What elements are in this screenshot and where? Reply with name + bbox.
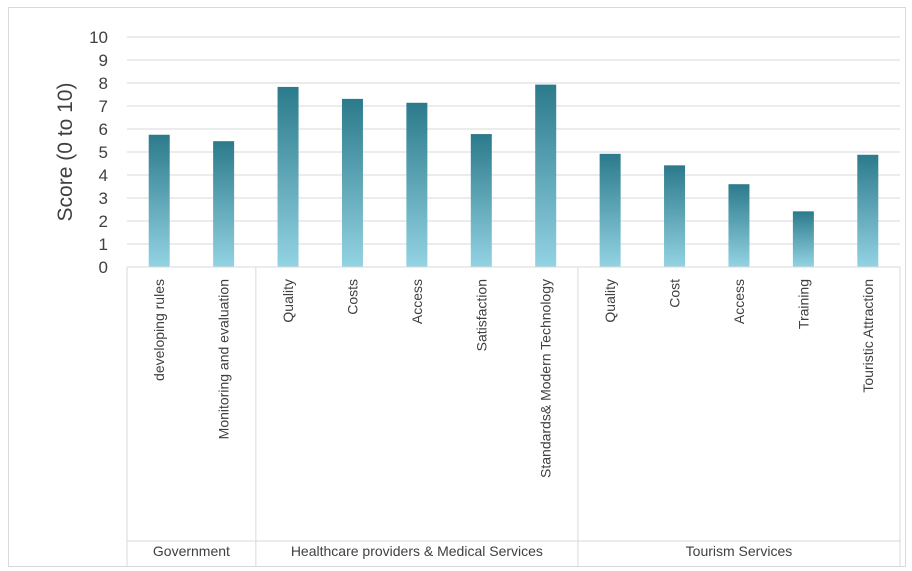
y-axis-title: Score (0 to 10) — [54, 83, 77, 222]
bar — [148, 134, 170, 267]
y-tick-label: 3 — [99, 189, 108, 208]
bar — [599, 153, 621, 267]
y-tick-labels: 0 1 2 3 4 5 6 7 8 9 10 — [89, 28, 108, 277]
bar — [213, 141, 235, 267]
bar — [857, 154, 879, 267]
category-label: Training — [795, 279, 811, 329]
bar — [728, 184, 750, 267]
y-tick-label: 4 — [99, 166, 108, 185]
bars — [148, 84, 879, 268]
y-tick-label: 10 — [89, 28, 108, 47]
category-label: Costs — [344, 279, 360, 315]
category-label: developing rules — [151, 279, 167, 381]
y-tick-label: 0 — [99, 258, 108, 277]
bar — [277, 86, 299, 267]
y-tick-label: 5 — [99, 143, 108, 162]
chart-frame — [8, 7, 906, 567]
category-label: Access — [409, 279, 425, 324]
category-label: Touristic Attraction — [860, 279, 876, 393]
y-tick-label: 6 — [99, 120, 108, 139]
category-label: Quality — [602, 279, 618, 323]
gridlines — [127, 36, 900, 268]
category-label: Cost — [667, 279, 683, 308]
y-tick-label: 7 — [99, 97, 108, 116]
bar — [341, 98, 363, 268]
y-tick-label: 9 — [99, 51, 108, 70]
y-tick-label: 8 — [99, 74, 108, 93]
bar — [792, 211, 814, 267]
category-labels: developing rules Monitoring and evaluatio… — [151, 279, 876, 478]
category-label: Access — [731, 279, 747, 324]
y-tick-label: 2 — [99, 212, 108, 231]
bar — [406, 102, 428, 267]
axes — [126, 266, 901, 566]
bar — [535, 84, 557, 267]
group-label: Government — [153, 543, 230, 559]
group-labels: Government Healthcare providers & Medical… — [153, 543, 792, 559]
category-label: Quality — [280, 279, 296, 323]
group-label: Healthcare providers & Medical Services — [291, 543, 543, 559]
group-label: Tourism Services — [686, 543, 793, 559]
category-label: Standards& Modern Technology — [538, 279, 554, 478]
y-tick-label: 1 — [99, 235, 108, 254]
category-label: Satisfaction — [473, 279, 489, 351]
bar — [470, 134, 492, 267]
bar — [664, 165, 686, 267]
category-label: Monitoring and evaluation — [216, 279, 232, 439]
